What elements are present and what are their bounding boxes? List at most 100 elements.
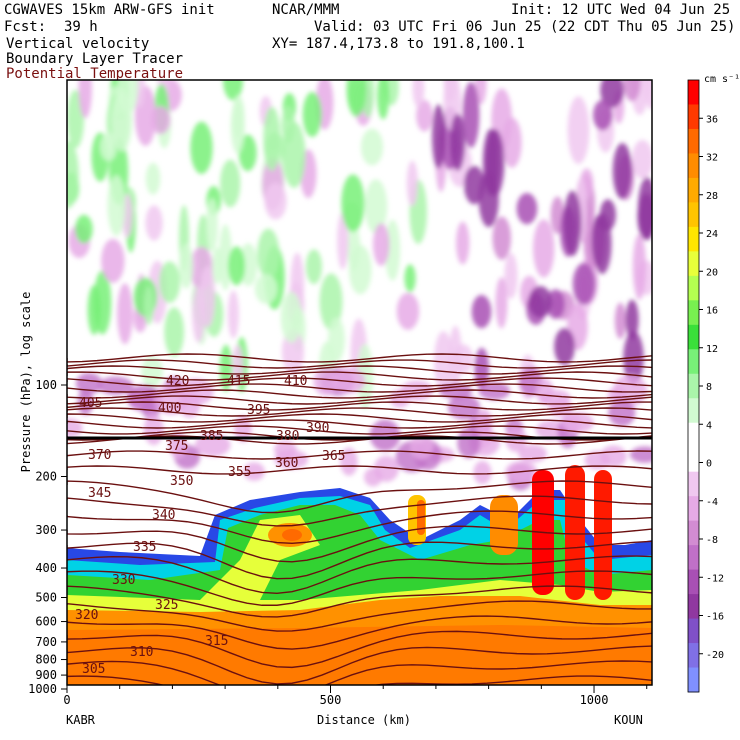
y-axis-title: Pressure (hPa), log scale: [19, 292, 33, 473]
wave-blob: [471, 294, 492, 329]
theta-contour-line: [67, 585, 652, 618]
wave-blob: [227, 290, 239, 339]
wave-blob: [230, 99, 245, 154]
colorbar-swatch: [688, 300, 699, 326]
wave-blob: [190, 121, 213, 174]
colorbar-tick-label: 32: [706, 153, 718, 164]
y-tick-label: 700: [35, 635, 57, 649]
y-tick-label: 400: [35, 561, 57, 575]
y-tick-label: 900: [35, 668, 57, 682]
theta-contour-label: 365: [322, 449, 345, 464]
wave-blob: [273, 440, 297, 459]
wave-blob: [404, 264, 416, 293]
wave-blob: [117, 80, 139, 114]
wave-blob: [341, 174, 365, 232]
wave-blob: [416, 99, 433, 132]
field-vertical-velocity: Vertical velocity: [6, 36, 150, 52]
colorbar-tick-label: 8: [706, 382, 712, 393]
colorbar-swatch: [688, 373, 699, 399]
y-tick-label: 600: [35, 615, 57, 629]
wave-blob: [539, 389, 571, 407]
theta-contour-line: [67, 615, 652, 650]
x-tick-label: 500: [320, 693, 342, 707]
y-tick-label: 1000: [28, 682, 57, 696]
wave-blob: [264, 182, 287, 220]
theta-contour-line: [67, 675, 652, 685]
tracer-core-orange: [67, 625, 652, 685]
theta-contour-line: [67, 419, 652, 429]
colorbar-tick-label: 4: [706, 420, 712, 431]
wave-blob: [145, 162, 161, 195]
wave-blob: [533, 219, 555, 278]
theta-contour-line: [67, 413, 652, 423]
theta-contour-line: [67, 525, 652, 563]
x-tick-label: 0: [63, 693, 70, 707]
right-endpoint-label: KOUN: [614, 713, 643, 727]
wave-blob: [431, 104, 446, 169]
wave-blob: [141, 356, 163, 388]
wave-blob: [281, 105, 296, 144]
wave-blob: [492, 216, 512, 260]
theta-contour-line: [67, 645, 652, 685]
theta-contour-label: 415: [227, 374, 250, 389]
cross-section-coordinates: XY= 187.4,173.8 to 191.8,100.1: [272, 36, 525, 52]
colorbar-swatch: [688, 398, 699, 424]
colorbar-swatch: [688, 496, 699, 522]
init-time: Init: 12 UTC Wed 04 Jun 25: [511, 2, 731, 18]
wave-blob: [572, 262, 596, 305]
wave-blob: [369, 419, 401, 452]
wave-blob: [228, 246, 245, 286]
wave-blob: [254, 273, 278, 304]
organization-label: NCAR/MMM: [272, 2, 340, 18]
colorbar-tick-label: 0: [706, 459, 712, 470]
colorbar-swatch: [688, 618, 699, 644]
wave-blob: [592, 99, 613, 131]
wave-blob: [396, 292, 420, 330]
colorbar-swatch: [688, 569, 699, 595]
colorbar-tick-label: -16: [706, 612, 724, 623]
wave-blob: [159, 261, 181, 304]
y-tick-label: 100: [35, 378, 57, 392]
wave-blob: [327, 317, 345, 363]
model-title: CGWAVES 15km ARW-GFS init: [4, 2, 215, 18]
theta-contour-label: 370: [88, 448, 111, 463]
colorbar-swatch: [688, 177, 699, 203]
wave-blob: [346, 80, 367, 117]
colorbar-tick-label: -12: [706, 573, 724, 584]
theta-contour-label: 360: [275, 456, 298, 471]
colorbar-tick-label: 12: [706, 344, 718, 355]
colorbar-swatch: [688, 667, 699, 693]
wave-blob: [87, 285, 101, 335]
wave-blob: [243, 462, 265, 481]
wave-blob: [554, 328, 575, 366]
colorbar-swatch: [688, 349, 699, 375]
theta-contour-label: 405: [79, 396, 102, 411]
theta-contour-line: [67, 371, 652, 381]
wave-blob: [504, 252, 518, 299]
theta-contour-line: [67, 555, 652, 595]
wave-blob: [100, 132, 118, 161]
theta-contour-line: [67, 359, 652, 369]
theta-contour-line: [67, 377, 652, 387]
colorbar-swatch: [688, 447, 699, 473]
theta-contour-label: 350: [170, 474, 193, 489]
theta-contour-label: 355: [228, 465, 251, 480]
wave-blob: [337, 212, 349, 270]
wave-blob: [199, 265, 216, 328]
wave-blob: [600, 445, 627, 468]
wave-blob: [257, 228, 280, 280]
colorbar-swatch: [688, 128, 699, 154]
theta-contour-label: 335: [133, 540, 156, 555]
wave-blob: [567, 96, 590, 165]
theta-contour-label: 400: [158, 401, 181, 416]
theta-contour-line: [67, 450, 652, 460]
colorbar-tick-label: 36: [706, 114, 718, 125]
theta-contour-label: 380: [276, 429, 299, 444]
wave-blob: [319, 273, 343, 330]
wave-blob: [211, 247, 223, 285]
wave-blob: [612, 142, 632, 200]
colorbar-swatch: [688, 275, 699, 301]
y-tick-label: 800: [35, 653, 57, 667]
